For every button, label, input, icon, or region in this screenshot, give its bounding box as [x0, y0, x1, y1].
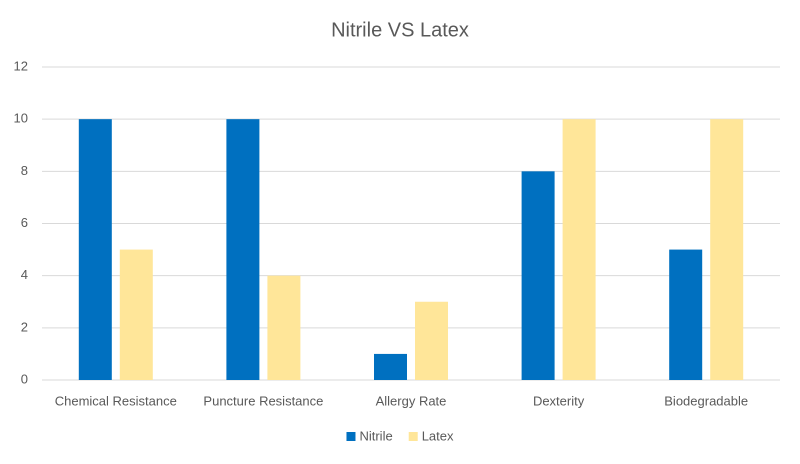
- legend-label: Nitrile: [359, 428, 392, 443]
- x-tick-label: Puncture Resistance: [203, 393, 323, 408]
- bar: [669, 249, 703, 380]
- x-tick-label: Chemical Resistance: [55, 393, 177, 408]
- chart-title: Nitrile VS Latex: [331, 19, 469, 41]
- y-tick-label: 2: [21, 319, 28, 334]
- bar: [267, 275, 301, 380]
- bar: [374, 353, 407, 380]
- legend-swatch: [408, 432, 418, 441]
- y-tick-label: 8: [21, 163, 28, 178]
- bar: [119, 249, 153, 380]
- bar: [521, 171, 555, 380]
- x-tick-label: Biodegradable: [664, 393, 748, 408]
- bar: [562, 119, 596, 381]
- bar: [415, 301, 448, 380]
- x-tick-label: Dexterity: [533, 393, 585, 408]
- bar: [78, 119, 112, 381]
- x-tick-label: Allergy Rate: [376, 393, 447, 408]
- y-tick-label: 6: [21, 215, 28, 230]
- y-tick-label: 10: [14, 111, 28, 126]
- y-tick-label: 4: [21, 267, 28, 282]
- legend-label: Latex: [422, 428, 454, 443]
- bar: [226, 119, 260, 381]
- y-tick-label: 0: [21, 371, 28, 386]
- legend-swatch: [346, 432, 356, 441]
- bar: [710, 119, 744, 381]
- y-tick-label: 12: [14, 58, 28, 73]
